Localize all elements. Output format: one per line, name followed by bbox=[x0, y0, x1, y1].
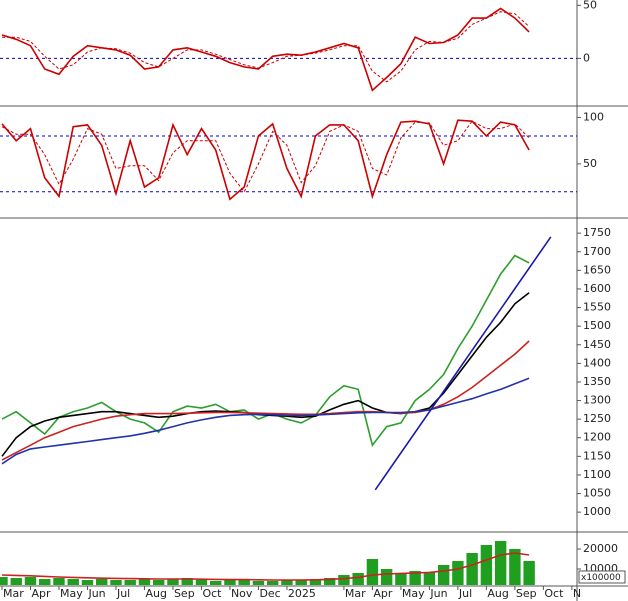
volume-bar bbox=[153, 580, 165, 585]
panel bbox=[0, 7, 577, 92]
x-tick-label: Jun bbox=[87, 587, 105, 600]
series-line bbox=[1, 254, 530, 447]
y-tick-label: 1700 bbox=[583, 245, 611, 258]
y-tick-label: 1550 bbox=[583, 301, 611, 314]
volume-bar bbox=[309, 579, 322, 585]
x-tick-label: Mar bbox=[3, 587, 24, 600]
y-tick-label: 1350 bbox=[583, 375, 611, 388]
x-tick-label: Jul bbox=[116, 587, 130, 600]
volume-bar bbox=[96, 579, 108, 585]
unit-label: x100000 bbox=[581, 573, 621, 583]
series-line bbox=[2, 11, 530, 83]
y-tick-label: 1000 bbox=[583, 505, 611, 518]
series-line bbox=[1, 377, 530, 465]
y-tick-label: 20000 bbox=[583, 542, 618, 555]
y-tick-label: 1600 bbox=[583, 282, 611, 295]
volume-bar bbox=[81, 580, 94, 585]
y-tick-label: 1450 bbox=[583, 338, 611, 351]
x-tick-label: Apr bbox=[31, 587, 51, 600]
volume-bar bbox=[295, 580, 307, 585]
volume-bar bbox=[437, 565, 450, 585]
volume-bar bbox=[124, 580, 136, 585]
y-tick-label: 0 bbox=[583, 51, 590, 64]
volume-bar bbox=[352, 573, 364, 585]
volume-bar bbox=[338, 575, 350, 585]
x-tick-label: Dec bbox=[259, 587, 280, 600]
volume-bar bbox=[323, 578, 336, 585]
volume-bar bbox=[53, 578, 65, 585]
x-tick-label: Nov bbox=[231, 587, 253, 600]
volume-bar bbox=[138, 579, 151, 585]
unit-box bbox=[578, 570, 626, 584]
x-tick-label: Sep bbox=[516, 587, 537, 600]
volume-bar bbox=[466, 553, 478, 585]
volume-bar bbox=[366, 559, 379, 585]
volume-bar bbox=[423, 572, 436, 585]
y-tick-label: 1650 bbox=[583, 263, 611, 276]
series-line bbox=[1, 119, 530, 201]
panel bbox=[0, 119, 577, 201]
y-tick-label: 1300 bbox=[583, 394, 611, 407]
x-tick-label: 2025 bbox=[288, 587, 316, 600]
volume-bar bbox=[452, 561, 464, 585]
y-tick-label: 1200 bbox=[583, 431, 611, 444]
volume-bar bbox=[494, 541, 507, 585]
x-tick-label: May bbox=[402, 587, 425, 600]
y-tick-label: 1250 bbox=[583, 412, 611, 425]
panel bbox=[0, 541, 535, 585]
volume-bar bbox=[67, 579, 79, 585]
volume-bar bbox=[195, 580, 208, 585]
volume-bar bbox=[523, 561, 535, 585]
y-tick-label: 1150 bbox=[583, 449, 611, 462]
volume-bar bbox=[224, 580, 236, 585]
series-line bbox=[374, 236, 552, 491]
panel bbox=[1, 236, 552, 491]
x-tick-label: Oct bbox=[202, 587, 222, 600]
y-tick-label: 1500 bbox=[583, 319, 611, 332]
x-tick-label: Sep bbox=[174, 587, 195, 600]
series-line bbox=[1, 340, 530, 461]
y-tick-label: 50 bbox=[583, 0, 597, 11]
y-tick-label: 100 bbox=[583, 110, 604, 123]
x-tick-label: Aug bbox=[145, 587, 166, 600]
volume-bar bbox=[266, 581, 279, 585]
x-tick-label: N bbox=[573, 587, 581, 600]
y-tick-label: 1400 bbox=[583, 356, 611, 369]
volume-bar bbox=[110, 580, 122, 585]
volume-bar bbox=[0, 577, 8, 585]
volume-bar bbox=[39, 579, 51, 585]
x-tick-label: May bbox=[60, 587, 83, 600]
volume-bar bbox=[480, 545, 493, 585]
volume-bar bbox=[509, 549, 521, 585]
volume-bar bbox=[281, 580, 293, 585]
x-tick-label: Jul bbox=[458, 587, 472, 600]
series-line bbox=[1, 7, 530, 92]
volume-bar bbox=[24, 577, 37, 585]
volume-bar bbox=[252, 581, 265, 585]
x-tick-label: Aug bbox=[487, 587, 508, 600]
volume-bar bbox=[181, 578, 193, 585]
volume-bar bbox=[395, 573, 407, 585]
volume-bar bbox=[238, 579, 250, 585]
volume-bar bbox=[10, 578, 22, 585]
series-line bbox=[1, 552, 530, 581]
volume-bar bbox=[380, 569, 393, 585]
x-tick-label: Mar bbox=[345, 587, 366, 600]
volume-bar bbox=[409, 571, 421, 585]
x-tick-label: Apr bbox=[373, 587, 393, 600]
y-tick-label: 1750 bbox=[583, 226, 611, 239]
x-tick-label: Jun bbox=[429, 587, 447, 600]
y-tick-label: 50 bbox=[583, 157, 597, 170]
x-tick-label: Oct bbox=[544, 587, 564, 600]
y-tick-label: 1100 bbox=[583, 468, 611, 481]
volume-bar bbox=[209, 581, 222, 585]
y-tick-label: 1050 bbox=[583, 487, 611, 500]
volume-bar bbox=[167, 579, 179, 585]
